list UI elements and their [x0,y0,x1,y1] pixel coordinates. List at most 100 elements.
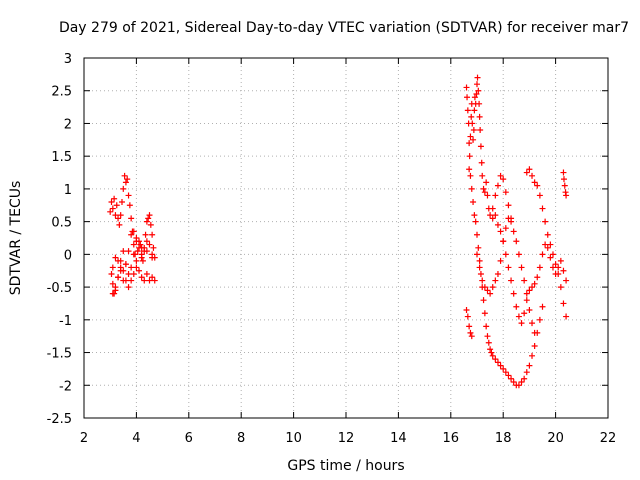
data-point [143,238,150,245]
data-point [497,257,504,264]
data-point [149,274,156,281]
data-point [125,271,132,277]
y-tick-label: 0.5 [51,216,72,231]
data-point [515,313,522,320]
data-point [138,254,145,261]
data-point [487,290,494,297]
data-point [471,107,478,114]
data-point [466,323,473,330]
data-point [563,192,570,199]
data-point [149,254,156,261]
data-point [128,264,135,271]
data-point [529,172,536,179]
data-point [471,212,478,219]
data-point [531,343,538,349]
data-point [112,254,119,261]
data-point [141,277,148,284]
data-point [133,264,140,271]
data-point [523,369,530,376]
y-tick-labels: -2.5 -2 -1.5 -1 -0.5 0 0.5 1 1.5 2 2.5 3 [47,52,72,427]
data-point [469,120,476,127]
data-point [480,185,487,192]
data-point [479,277,486,284]
data-point [489,352,496,359]
data-point [521,375,528,382]
data-point [468,185,475,192]
data-point [113,202,120,209]
data-point [476,264,483,271]
data-point [481,189,488,196]
data-point [502,189,509,196]
data-point [125,284,132,291]
data-point [529,284,536,291]
data-point [470,199,477,205]
data-point [557,257,564,264]
data-point [555,264,562,271]
data-point [468,333,475,340]
data-point [466,140,473,147]
data-point [523,297,530,304]
axis-ticks [83,57,609,419]
data-point [109,280,116,287]
data-point [470,136,477,143]
data-point [130,228,137,235]
data-point [544,231,551,238]
data-point [121,172,128,179]
data-point [492,192,499,199]
data-point [515,251,522,258]
data-point [534,182,541,189]
data-point [500,365,507,372]
data-point [531,280,538,287]
data-point [494,221,501,228]
x-tick-label: 20 [547,431,564,446]
data-point [505,264,512,271]
data-point [471,94,478,101]
data-point [464,107,471,114]
data-point [510,290,517,297]
data-point [476,100,483,107]
data-point [118,199,125,205]
data-point [143,218,150,225]
chart-title: Day 279 of 2021, Sidereal Day-to-day VTE… [59,20,629,36]
data-point [560,176,567,183]
data-point [505,215,512,222]
data-point [130,251,137,258]
data-point [115,274,122,281]
data-point [494,182,501,189]
data-point [112,212,119,219]
data-point [126,202,133,209]
data-point [467,133,474,140]
data-point [467,172,474,179]
data-point [481,284,488,291]
data-point [139,257,146,264]
data-point [151,277,158,284]
data-point [116,221,123,228]
data-point [502,369,509,376]
data-point [475,87,482,94]
data-point [480,297,487,304]
x-tick-label: 16 [443,431,460,446]
data-point [117,212,124,219]
data-point [484,333,491,340]
data-point [463,307,470,313]
data-point [563,277,570,284]
data-point [128,231,135,238]
data-point [492,277,499,284]
data-point [136,267,143,274]
data-point [150,244,157,251]
data-point [125,248,132,255]
data-point [111,195,118,202]
data-point [477,143,484,150]
data-point [508,218,515,225]
x-axis-label: GPS time / hours [287,458,404,474]
data-point [561,182,568,189]
y-tick-label: 2.5 [51,85,72,100]
data-point [122,179,129,186]
data-point [109,205,116,212]
data-point [487,346,494,353]
x-tick-label: 12 [338,431,355,446]
data-point [500,238,507,245]
data-point [521,310,528,317]
data-point [500,176,507,183]
data-point [478,159,485,166]
